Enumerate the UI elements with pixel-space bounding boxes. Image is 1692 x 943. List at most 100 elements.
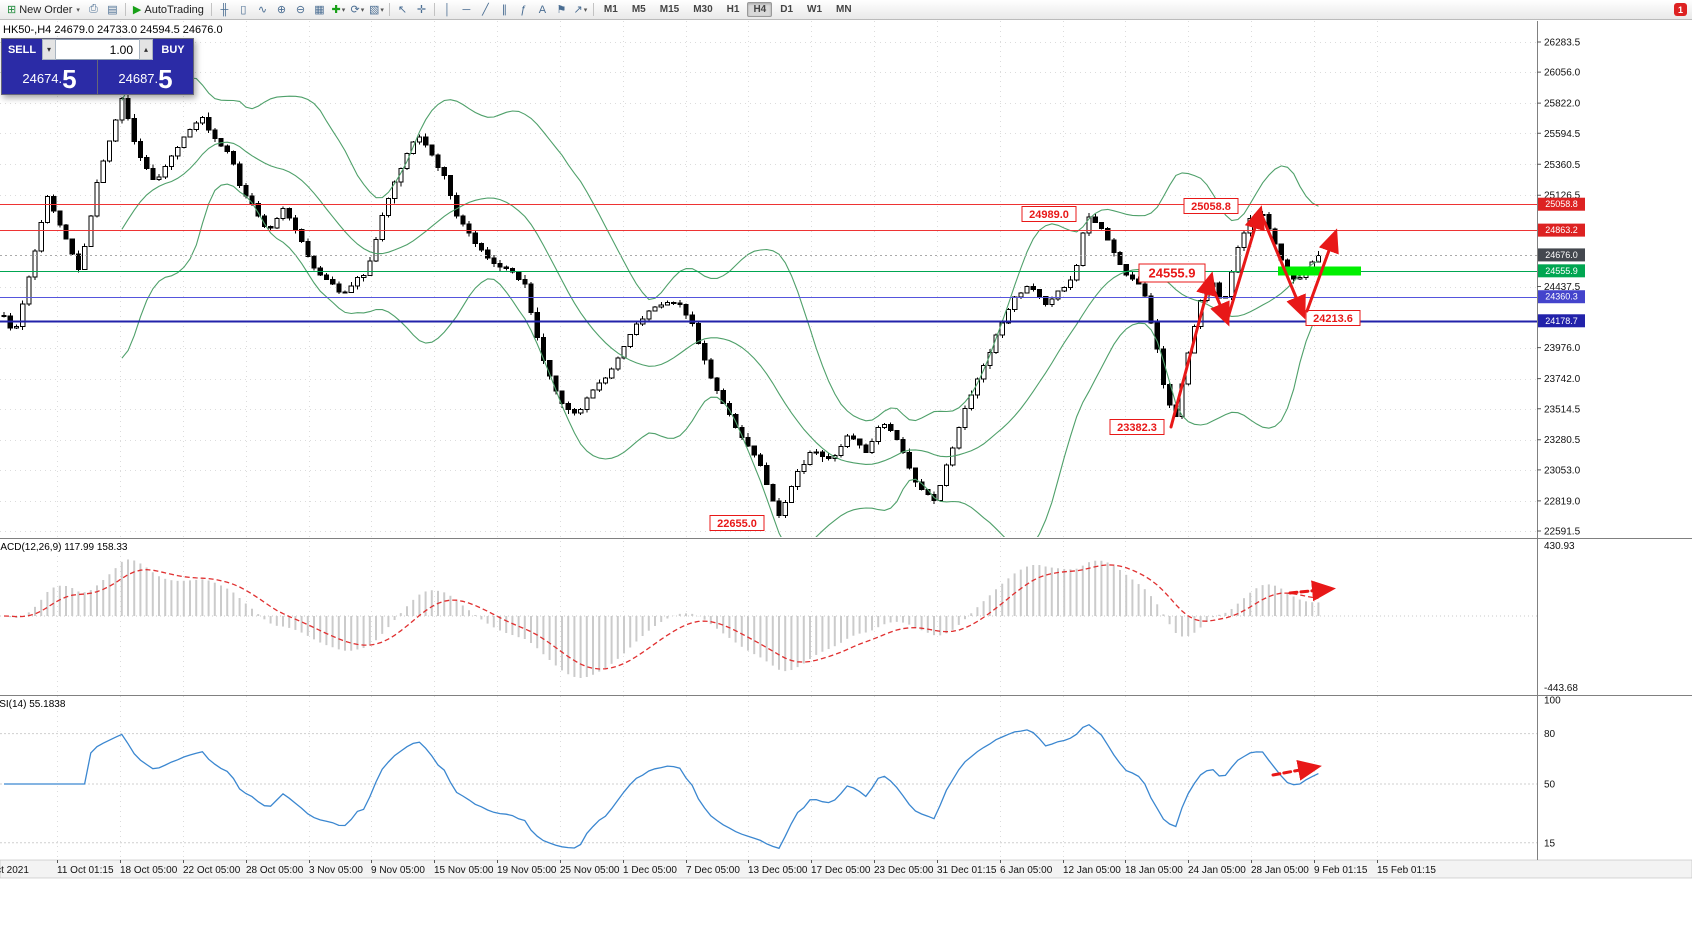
time-tick-label: 13 Dec 05:00 <box>748 865 808 876</box>
dropdown-arrow-icon: ▾ <box>380 6 384 14</box>
trendline-button[interactable]: ╱ <box>476 1 495 18</box>
sell-price[interactable]: 24674. 5 <box>2 60 97 94</box>
rsi-axis-label: 15 <box>1544 838 1556 849</box>
price-axis[interactable]: 26283.5 26056.0 25822.0 25594.5 25360.5 25126… <box>0 21 1692 879</box>
cursor-button[interactable]: ↖ <box>393 1 412 18</box>
volume-increase-button[interactable]: ▴ <box>139 39 153 60</box>
time-tick-label: 6 Jan 05:00 <box>1000 865 1053 876</box>
zoom-out-icon: ⊖ <box>295 4 306 16</box>
trend-arrows[interactable] <box>1169 205 1339 781</box>
annotation-box <box>1183 198 1239 214</box>
chart-preview-button[interactable]: ▤ <box>103 1 122 18</box>
one-click-trading-panel[interactable]: SELL ▾ ▴ BUY 24674.5 24687.5 <box>1 38 194 95</box>
horizontal-line-button[interactable]: ─ <box>457 1 476 18</box>
annotation-box <box>1021 206 1077 222</box>
price-tick-label: 26283.5 <box>1544 38 1581 49</box>
indicators-icon: ✚ <box>331 4 341 16</box>
price-badge-label: 24555.9 <box>1545 266 1578 276</box>
text-icon: A <box>538 3 547 16</box>
timeframe-w1-button[interactable]: W1 <box>807 4 823 15</box>
time-tick-label: 31 Dec 01:15 <box>937 865 997 876</box>
trendline-icon: ╱ <box>482 4 489 16</box>
horizontal-lines[interactable] <box>0 204 1537 323</box>
zoom-in-button[interactable]: ⊕ <box>272 1 291 18</box>
templates-button[interactable]: ▧ ▾ <box>367 1 386 18</box>
volume-input[interactable] <box>56 39 139 60</box>
crosshair-button[interactable]: ✛ <box>412 1 431 18</box>
sell-button[interactable]: SELL <box>2 39 42 60</box>
zoom-out-button[interactable]: ⊖ <box>291 1 310 18</box>
trend-arrow <box>1288 580 1336 602</box>
zoom-in-icon: ⊕ <box>276 4 287 16</box>
sell-price-big-digit: 5 <box>62 64 77 94</box>
annotation-text: 22655.0 <box>717 518 757 530</box>
buy-price[interactable]: 24687. 5 <box>98 60 193 94</box>
tile-windows-button[interactable]: ▦ <box>310 1 329 18</box>
bar-chart-icon: ╫ <box>220 3 229 16</box>
alert-badge[interactable]: 1 <box>1674 3 1687 16</box>
autotrading-button[interactable]: ▶ AutoTrading <box>129 1 208 18</box>
macd-histogram <box>9 559 1320 678</box>
periods-button[interactable]: ⟳ ▾ <box>348 1 367 18</box>
rsi-axis-label: 50 <box>1544 780 1556 791</box>
timeframe-m1-button[interactable]: M1 <box>603 4 618 15</box>
time-tick-label: 24 Jan 05:00 <box>1188 865 1246 876</box>
toolbar-separator <box>124 3 126 16</box>
channel-button[interactable]: ∥ <box>495 1 514 18</box>
time-tick-label: 28 Oct 05:00 <box>246 865 304 876</box>
candlestick-chart-button[interactable]: ▯ <box>234 1 253 18</box>
price-tick-label: 23280.5 <box>1544 435 1581 446</box>
timeframe-d1-button[interactable]: D1 <box>780 4 794 15</box>
timeframe-m15-button[interactable]: M15 <box>659 4 680 15</box>
price-badge <box>1538 290 1585 304</box>
trend-arrow <box>1207 277 1230 327</box>
text-label-button[interactable]: ⚑ <box>552 1 571 18</box>
bollinger-bands <box>121 77 1319 537</box>
timeframe-h4-button[interactable]: H4 <box>747 2 773 17</box>
time-axis-strip[interactable] <box>0 859 1692 879</box>
annotation-box <box>1109 419 1165 435</box>
annotation-text: 24555.9 <box>1149 266 1196 281</box>
new-order-icon: ⊞ <box>7 4 17 16</box>
timeframe-mn-button[interactable]: MN <box>836 4 852 15</box>
price-annotations[interactable]: 24989.0 25058.8 24555.9 24213.6 23382.3 22655… <box>709 198 1361 531</box>
fibonacci-button[interactable]: ƒ <box>514 1 533 18</box>
trend-arrow <box>1305 228 1339 313</box>
green-highlight-rectangle[interactable] <box>1278 266 1361 276</box>
indicators-button[interactable]: ✚ ▾ <box>329 1 348 18</box>
annotation-box <box>709 515 765 531</box>
volume-decrease-button[interactable]: ▾ <box>42 39 56 60</box>
dropdown-arrow-icon: ▾ <box>341 6 346 14</box>
price-tick-label: 23976.0 <box>1544 343 1581 354</box>
bar-chart-button[interactable]: ╫ <box>215 1 234 18</box>
time-tick-label: 15 Feb 01:15 <box>1377 865 1436 876</box>
price-tick-label: 23514.5 <box>1544 404 1581 415</box>
horizontal-line-icon: ─ <box>462 3 471 16</box>
annotation-box <box>1305 310 1361 326</box>
timeframe-m30-button[interactable]: M30 <box>693 4 713 15</box>
time-tick-label: 18 Oct 05:00 <box>120 865 178 876</box>
new-order-button[interactable]: ⊞ New Order ▾ <box>3 1 84 18</box>
time-tick-label: 11 Oct 01:15 <box>57 865 114 876</box>
timeframe-m5-button[interactable]: M5 <box>631 4 646 15</box>
price-badge <box>1538 264 1585 278</box>
time-axis[interactable]: 1 Oct 2021 11 Oct 01:15 18 Oct 05:00 22 Oct… <box>0 860 1436 876</box>
print-button[interactable]: ⎙ <box>84 1 103 18</box>
price-tick-label: 25126.5 <box>1544 191 1581 202</box>
toolbar: ⊞ New Order ▾ ⎙ ▤ ▶ AutoTrading ╫ ▯ ∿ ⊕ ⊖ ▦ ✚ ▾ ⟳ ▾ ▧ ▾ ↖ ✛ │… <box>0 0 1692 20</box>
arrows-button[interactable]: ↗ ▾ <box>571 1 590 18</box>
price-tick-label: 25360.5 <box>1544 160 1581 171</box>
price-badge-label: 25058.8 <box>1545 199 1578 209</box>
buy-button[interactable]: BUY <box>153 39 193 60</box>
arrow-tool-icon: ↗ <box>573 4 583 16</box>
bollinger-upper-band <box>121 77 1319 422</box>
text-button[interactable]: A <box>533 1 552 18</box>
timeframe-h1-button[interactable]: H1 <box>726 4 740 15</box>
time-tick-label: 9 Nov 05:00 <box>371 865 425 876</box>
line-chart-button[interactable]: ∿ <box>253 1 272 18</box>
tile-windows-icon: ▦ <box>314 4 325 16</box>
vertical-line-button[interactable]: │ <box>438 1 457 18</box>
time-tick-label: 15 Nov 05:00 <box>434 865 494 876</box>
time-tick-label: 23 Dec 05:00 <box>874 865 934 876</box>
